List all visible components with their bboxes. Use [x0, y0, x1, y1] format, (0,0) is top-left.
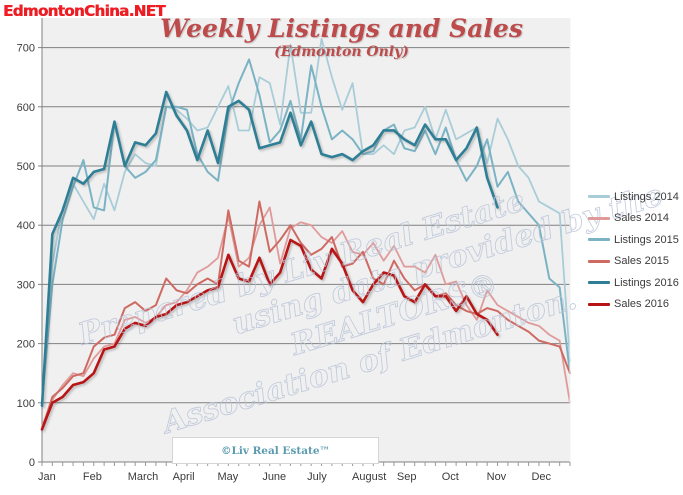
legend-item-label: Sales 2015 [614, 255, 670, 268]
x-axis-month-label: July [307, 471, 327, 483]
x-axis-month-label: May [217, 471, 238, 483]
y-axis-tick-label: 200 [17, 339, 35, 351]
legend-swatch-icon [588, 281, 610, 285]
legend-swatch-icon [588, 238, 610, 242]
legend-item-label: Listings 2015 [614, 233, 679, 246]
x-axis-month-label: Sep [397, 471, 417, 483]
legend-item-label: Sales 2016 [614, 298, 670, 311]
x-axis-month-label: Feb [83, 471, 102, 483]
plot-background [42, 18, 570, 462]
x-axis-month-label: April [173, 471, 195, 483]
legend-item-listings-2016[interactable]: Listings 2016 [588, 272, 683, 294]
y-axis-tick-label: 600 [17, 102, 35, 114]
legend-item-sales-2014[interactable]: Sales 2014 [588, 208, 683, 230]
x-axis-month-label: Dec [531, 471, 551, 483]
x-axis-month-label: March [128, 471, 159, 483]
x-axis-month-label: August [352, 471, 386, 483]
y-axis-tick-label: 400 [17, 220, 35, 232]
liv-real-estate-badge-label: ©Liv Real Estate™ [220, 444, 331, 457]
legend-item-listings-2015[interactable]: Listings 2015 [588, 229, 683, 251]
legend-item-listings-2014[interactable]: Listings 2014 [588, 186, 683, 208]
series-line-sales-2014 [41, 206, 571, 428]
chart-legend: Listings 2014 Sales 2014 Listings 2015 Sale… [588, 186, 683, 315]
legend-swatch-icon [588, 259, 610, 263]
x-axis-month-label: Nov [487, 471, 507, 483]
x-axis-month-label: Jan [38, 471, 56, 483]
legend-item-label: Sales 2014 [614, 212, 670, 225]
legend-swatch-icon [588, 195, 610, 199]
legend-item-label: Listings 2016 [614, 276, 679, 289]
x-axis-month-label: June [262, 471, 286, 483]
x-axis-month-label: Oct [442, 471, 459, 483]
legend-swatch-icon [588, 216, 610, 220]
y-axis-tick-label: 100 [17, 398, 35, 410]
legend-item-sales-2015[interactable]: Sales 2015 [588, 251, 683, 273]
series-line-listings-2016 [40, 90, 499, 408]
y-axis-tick-label: 300 [17, 279, 35, 291]
liv-real-estate-badge: ©Liv Real Estate™ [172, 437, 379, 464]
legend-item-label: Listings 2014 [614, 190, 679, 203]
series-line-sales-2015 [41, 200, 571, 431]
series-line-sales-2016 [40, 238, 499, 431]
legend-swatch-icon [588, 302, 610, 306]
legend-item-sales-2016[interactable]: Sales 2016 [588, 294, 683, 316]
y-axis-tick-label: 700 [17, 43, 35, 55]
y-axis-tick-label: 0 [29, 457, 35, 469]
series-line-listings-2014 [41, 37, 571, 407]
edmontonchina-logo: EdmontonChina.NET [3, 2, 166, 20]
y-axis-tick-label: 500 [17, 161, 35, 173]
